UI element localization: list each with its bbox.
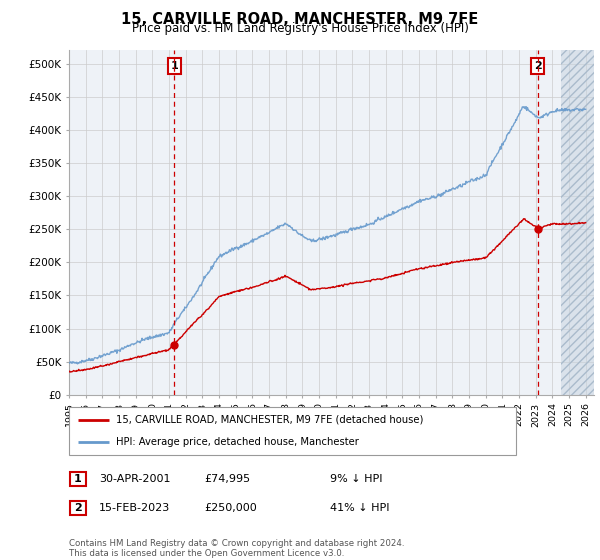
Text: 41% ↓ HPI: 41% ↓ HPI	[330, 503, 389, 513]
Text: 2: 2	[74, 503, 82, 513]
Text: 30-APR-2001: 30-APR-2001	[99, 474, 170, 484]
Text: Price paid vs. HM Land Registry's House Price Index (HPI): Price paid vs. HM Land Registry's House …	[131, 22, 469, 35]
Text: Contains HM Land Registry data © Crown copyright and database right 2024.
This d: Contains HM Land Registry data © Crown c…	[69, 539, 404, 558]
Text: £74,995: £74,995	[204, 474, 250, 484]
Text: 15, CARVILLE ROAD, MANCHESTER, M9 7FE (detached house): 15, CARVILLE ROAD, MANCHESTER, M9 7FE (d…	[116, 415, 424, 425]
Bar	[560, 50, 594, 395]
Text: 15-FEB-2023: 15-FEB-2023	[99, 503, 170, 513]
Text: 9% ↓ HPI: 9% ↓ HPI	[330, 474, 383, 484]
Text: 1: 1	[74, 474, 82, 484]
Bar	[560, 50, 594, 395]
Text: 2: 2	[534, 61, 542, 71]
Text: HPI: Average price, detached house, Manchester: HPI: Average price, detached house, Manc…	[116, 437, 359, 447]
Text: 1: 1	[170, 61, 178, 71]
Text: £250,000: £250,000	[204, 503, 257, 513]
Text: 15, CARVILLE ROAD, MANCHESTER, M9 7FE: 15, CARVILLE ROAD, MANCHESTER, M9 7FE	[121, 12, 479, 27]
